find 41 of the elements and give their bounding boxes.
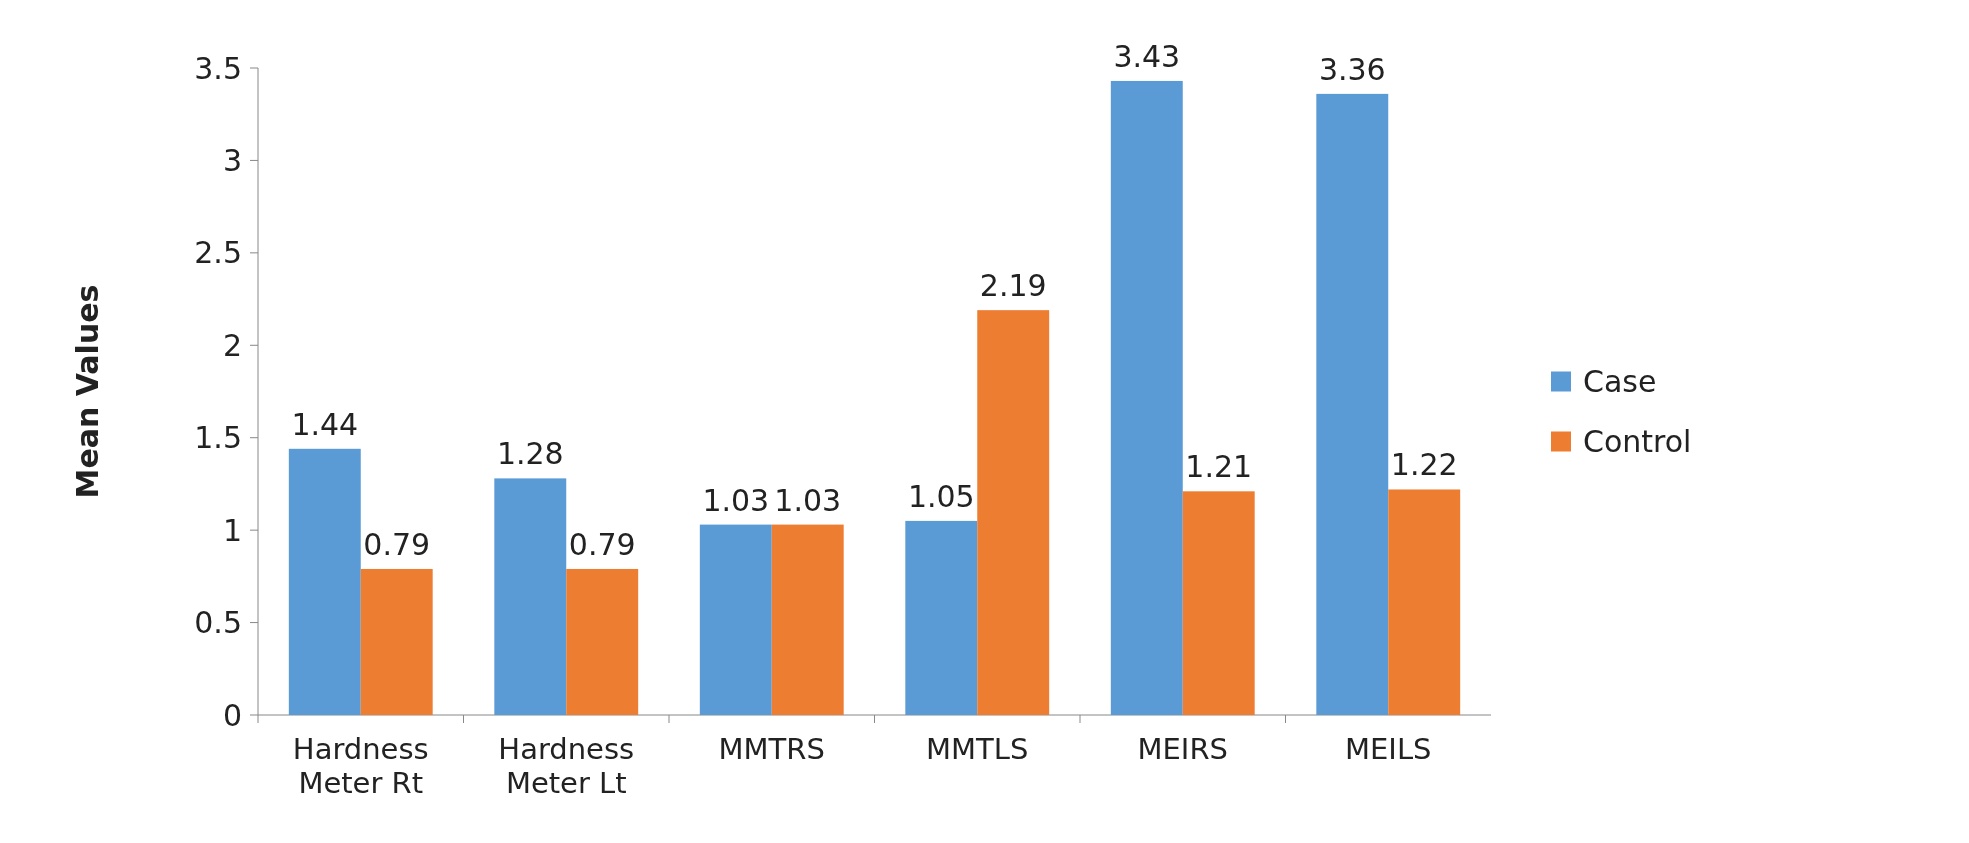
bar (905, 520, 978, 715)
bar (699, 524, 772, 715)
x-tick-label: Hardness Meter Lt (498, 732, 635, 800)
data-label: 0.79 (568, 526, 636, 562)
x-tick-label: MMTRS (718, 732, 825, 766)
bar (566, 568, 639, 715)
y-tick-label: 2.5 (194, 235, 242, 271)
data-label: 1.22 (1390, 447, 1458, 483)
y-tick-label: 1 (222, 512, 242, 548)
data-label: 1.03 (774, 482, 842, 518)
legend-label: Case (1583, 364, 1657, 399)
x-tick-label: Hardness Meter Rt (292, 732, 429, 800)
data-label: 0.79 (363, 526, 431, 562)
data-label: 1.03 (702, 482, 770, 518)
y-tick-label: 1.5 (194, 420, 242, 456)
data-label: 3.36 (1318, 51, 1386, 87)
bar (1110, 80, 1183, 715)
data-label: 1.05 (907, 478, 975, 514)
bar (288, 448, 361, 715)
bar (360, 568, 433, 715)
bar (1182, 491, 1255, 715)
y-tick-label: 2 (222, 327, 242, 363)
y-axis-title: Mean Values (70, 284, 105, 499)
y-tick-label: 3 (222, 142, 242, 178)
data-label: 1.21 (1185, 449, 1253, 485)
bar (494, 478, 567, 715)
x-tick-label: MEILS (1345, 732, 1432, 766)
bar (771, 524, 844, 715)
data-label: 3.43 (1113, 38, 1181, 74)
data-label: 2.19 (979, 268, 1047, 304)
y-tick-label: 3.5 (194, 50, 242, 86)
bar (1388, 489, 1461, 715)
data-label: 1.44 (291, 406, 359, 442)
legend-label: Control (1583, 424, 1692, 459)
bar (1316, 93, 1389, 715)
y-tick-label: 0.5 (194, 605, 242, 641)
x-tick-label: MMTLS (926, 732, 1029, 766)
data-label: 1.28 (496, 436, 564, 472)
y-tick-label: 0 (222, 697, 242, 733)
x-tick-label: MEIRS (1137, 732, 1228, 766)
bar (977, 310, 1050, 715)
